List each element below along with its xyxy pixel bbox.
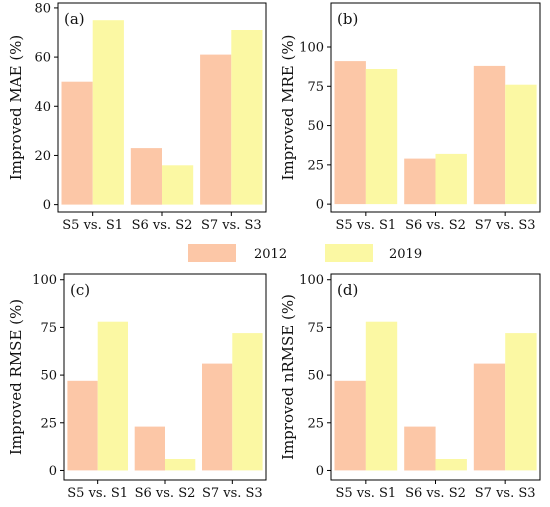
x-tick-label: S7 vs. S3: [475, 486, 536, 501]
y-tick-label: 40: [34, 100, 51, 115]
legend-label-2012: 2012: [254, 247, 287, 262]
y-axis-label: Improved RMSE (%): [7, 299, 25, 455]
y-tick-label: 100: [299, 41, 324, 56]
x-tick-label: S6 vs. S2: [135, 486, 196, 501]
y-tick-label: 50: [307, 369, 324, 384]
bar-2012-1: [334, 61, 366, 205]
x-tick-label: S5 vs. S1: [67, 486, 128, 501]
y-tick-label: 60: [34, 51, 51, 66]
y-tick-label: 100: [32, 273, 57, 288]
bar-2019-2: [435, 153, 467, 205]
bar-2012-1: [67, 380, 98, 471]
bar-2019-2: [435, 459, 467, 471]
bar-2012-2: [404, 158, 436, 205]
x-tick-label: S5 vs. S1: [335, 218, 396, 233]
bar-2012-2: [134, 426, 165, 471]
panel-label: (d): [337, 281, 358, 299]
x-tick-label: S7 vs. S3: [201, 218, 262, 233]
y-tick-label: 100: [299, 273, 324, 288]
bar-2019-1: [365, 321, 398, 471]
x-tick-label: S5 vs. S1: [62, 218, 123, 233]
y-tick-label: 50: [40, 369, 57, 384]
bar-2012-1: [61, 81, 93, 205]
bar-2019-3: [231, 30, 263, 205]
panel-label: (a): [64, 10, 85, 28]
x-tick-label: S6 vs. S2: [405, 486, 466, 501]
bar-2019-2: [165, 459, 196, 471]
plot-frame: [330, 2, 541, 213]
bar-2012-3: [473, 65, 506, 205]
bar-2012-3: [473, 363, 506, 471]
bar-2012-1: [334, 380, 366, 471]
bar-2012-2: [130, 148, 162, 205]
y-tick-label: 25: [307, 416, 324, 431]
bar-2012-2: [404, 426, 436, 471]
y-tick-label: 75: [40, 321, 57, 336]
y-tick-label: 75: [307, 80, 324, 95]
x-tick-label: S7 vs. S3: [475, 218, 536, 233]
panel-2: S5 vs. S1 S6 vs. S2 S7 vs. S3 0 25 50 75 100Imp…: [279, 2, 541, 233]
y-tick-label: 0: [316, 464, 324, 479]
y-tick-label: 80: [34, 1, 51, 16]
x-tick-label: S6 vs. S2: [405, 218, 466, 233]
y-axis-label: Improved MRE (%): [279, 34, 297, 180]
bar-2019-1: [97, 321, 128, 471]
panel-1: S5 vs. S1 S6 vs. S2 S7 vs. S3 0 20 40 60 80 Impr…: [7, 1, 267, 233]
plot-frame: [330, 273, 541, 481]
x-tick-label: S5 vs. S1: [335, 486, 396, 501]
bar-2019-3: [232, 333, 263, 471]
x-tick-label: S6 vs. S2: [132, 218, 193, 233]
bar-2019-3: [505, 84, 537, 205]
y-tick-label: 25: [40, 416, 57, 431]
legend-swatch-2012: [188, 244, 236, 262]
panel-4: S5 vs. S1 S6 vs. S2 S7 vs. S3 0 25 50 75 100Imp…: [279, 273, 541, 501]
x-tick-label: S7 vs. S3: [202, 486, 263, 501]
bar-2012-3: [200, 54, 232, 205]
legend: 2012 2019: [188, 244, 422, 262]
y-tick-label: 50: [307, 119, 324, 134]
y-axis-label: Improved MAE (%): [7, 35, 25, 181]
y-tick-label: 75: [307, 321, 324, 336]
panel-3: S5 vs. S1 S6 vs. S2 S7 vs. S3 0 25 50 75 100 Imp…: [7, 273, 267, 501]
plot-frame: [63, 273, 267, 481]
y-tick-label: 0: [49, 464, 57, 479]
bar-2019-2: [162, 165, 194, 205]
y-axis-label: Improved nRMSE (%): [279, 294, 297, 460]
bar-2019-1: [365, 69, 398, 205]
y-tick-label: 20: [34, 149, 51, 164]
y-tick-label: 25: [307, 158, 324, 173]
legend-label-2019: 2019: [389, 247, 422, 262]
bar-2019-3: [505, 333, 537, 471]
panel-label: (c): [70, 281, 90, 299]
bar-2012-3: [202, 363, 233, 471]
panel-label: (b): [337, 10, 358, 28]
y-tick-label: 0: [316, 198, 324, 213]
y-tick-label: 0: [43, 198, 51, 213]
plot-frame: [57, 2, 267, 213]
bar-2019-1: [92, 20, 124, 205]
legend-swatch-2019: [325, 244, 373, 262]
